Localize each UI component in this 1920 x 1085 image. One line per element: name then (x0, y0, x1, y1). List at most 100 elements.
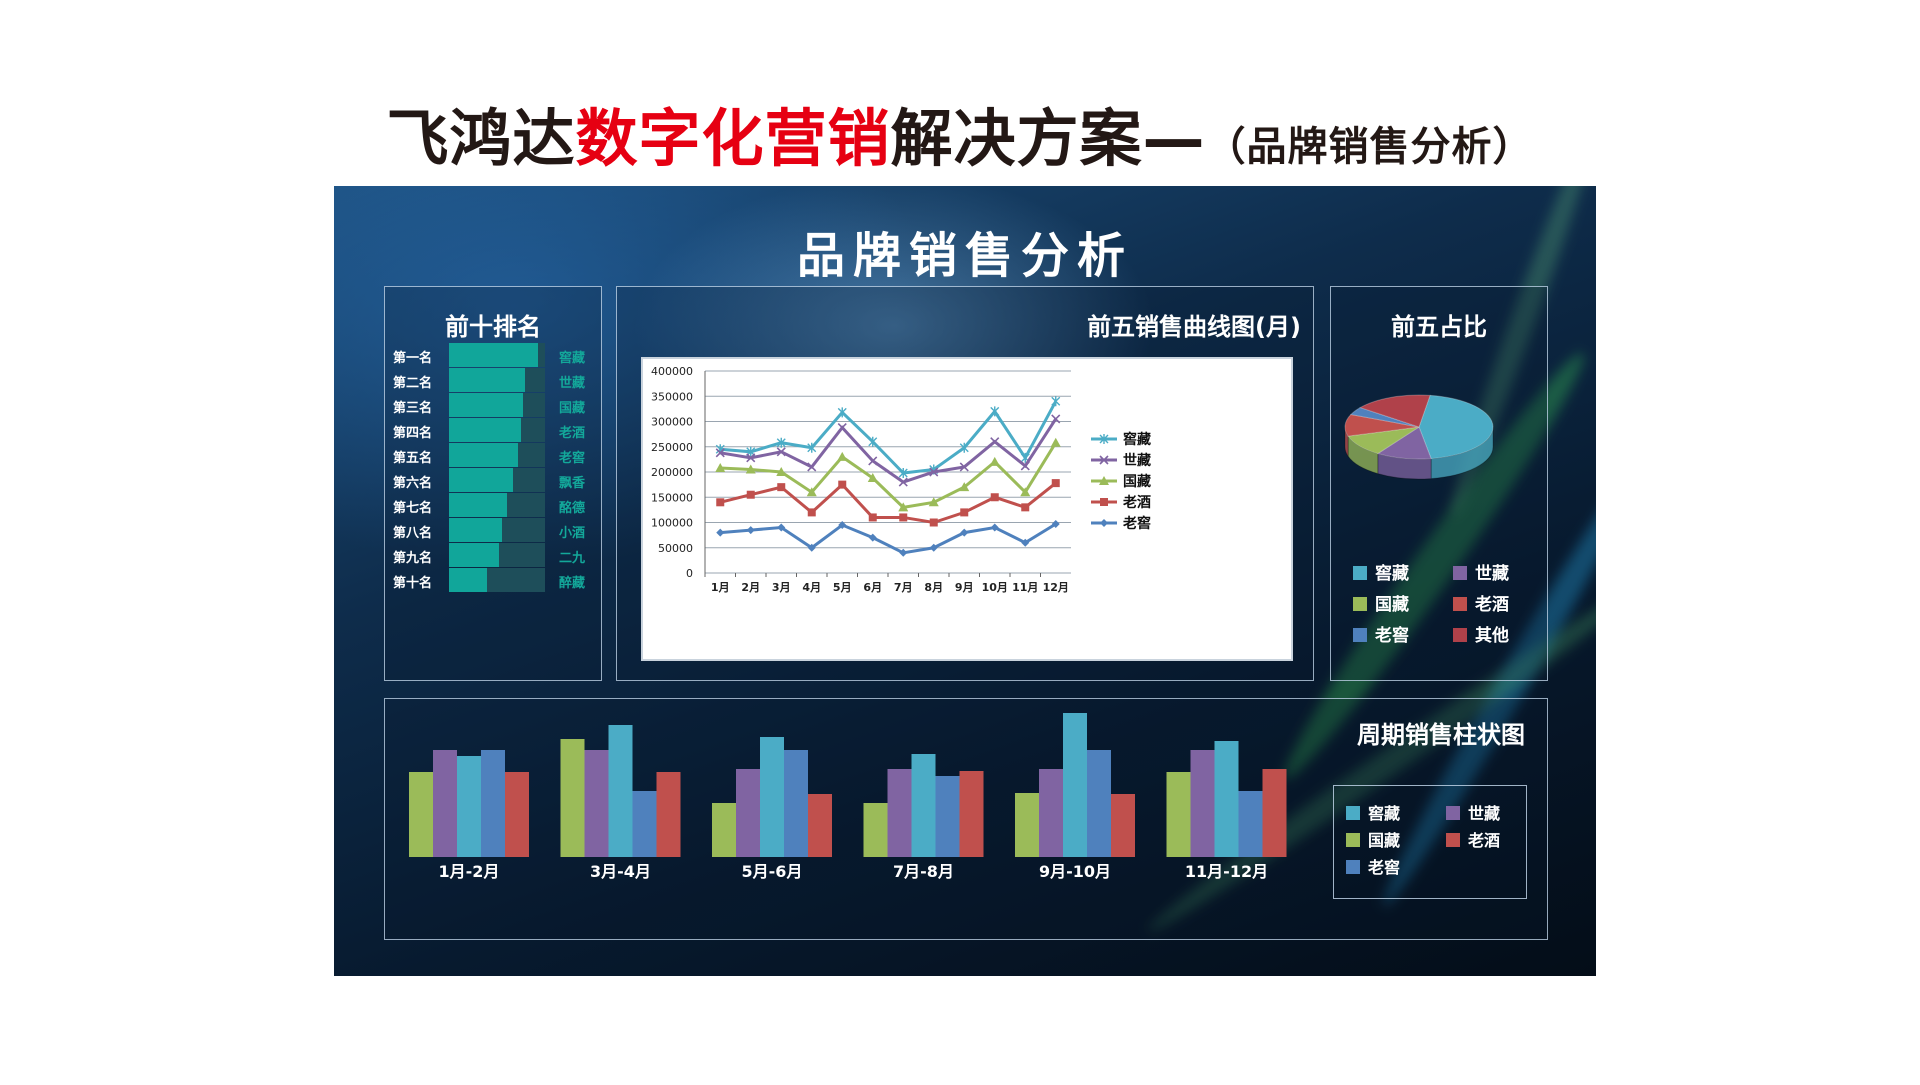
line-point (868, 456, 878, 466)
line-panel-title: 前五销售曲线图(月) (1087, 313, 1301, 341)
bar-group (1166, 741, 1287, 857)
line-point (1051, 396, 1061, 407)
bar-group (560, 725, 681, 857)
rank-name: 窖藏 (559, 351, 586, 366)
rank-label: 第九名 (393, 551, 433, 566)
series-line (719, 481, 1057, 525)
legend-label: 国藏 (1123, 473, 1151, 490)
bar-group (863, 754, 984, 857)
line-point (837, 407, 847, 418)
legend-label: 世藏 (1468, 804, 1501, 823)
legend-label: 窖藏 (1375, 564, 1409, 584)
line-point (1099, 455, 1109, 465)
legend-label: 老酒 (1475, 595, 1509, 615)
dashboard: 品牌销售分析 前十排名 第一名 窖藏 第二名 世藏 第三名 国藏 第四名 老酒 第五名 老窖 第六名… (334, 186, 1596, 976)
line-series (716, 479, 1060, 527)
bar (608, 725, 633, 857)
legend-swatch (1353, 566, 1367, 580)
line-point (1020, 461, 1030, 471)
pie-slice (1418, 394, 1494, 460)
bar-category-label: 3月-4月 (590, 862, 651, 881)
x-tick-label: 10月 (982, 581, 1008, 594)
pie-slice (1349, 407, 1420, 428)
line-point (959, 482, 970, 492)
rank-name: 小酒 (559, 526, 586, 541)
rank-bar (449, 568, 488, 592)
line-point (746, 490, 755, 499)
bar (656, 772, 681, 857)
y-tick-label: 400000 (651, 365, 693, 378)
rank-bar (449, 493, 507, 517)
bar-group (712, 737, 832, 857)
rank-track (449, 568, 545, 592)
bar (1111, 794, 1135, 857)
rank-track (449, 518, 545, 542)
rank-name: 世藏 (559, 376, 586, 391)
rank-row: 第五名 老窖 (385, 443, 605, 467)
pie-legend-item: 老酒 (1453, 590, 1509, 615)
line-point (990, 493, 999, 502)
y-tick-label: 200000 (651, 466, 693, 479)
line-point (1100, 519, 1108, 527)
pie-slice (1358, 394, 1431, 428)
rank-row: 第四名 老酒 (385, 418, 605, 442)
line-series (716, 520, 1060, 557)
rank-name: 老酒 (559, 426, 586, 441)
bar-legend-item: 国藏 (1346, 827, 1400, 851)
line-point (1051, 414, 1061, 424)
bar-legend-item: 老酒 (1446, 827, 1500, 851)
rank-bar (449, 443, 519, 467)
rank-panel-title: 前十排名 (445, 313, 541, 341)
bar (1166, 772, 1191, 857)
line-chart: 0 50000 100000 150000 200000 250000 300000 3500… (651, 365, 1151, 594)
line-point (807, 543, 816, 552)
line-point (898, 502, 909, 512)
rank-name: 酩德 (559, 501, 586, 516)
rank-bar (449, 543, 499, 567)
bar-legend-item: 世藏 (1446, 800, 1500, 824)
bar (1214, 741, 1239, 857)
bar (784, 750, 808, 857)
line-point (1020, 487, 1031, 497)
line-panel: 前五销售曲线图(月) 0 50000 100000 150000 200000 25000… (616, 286, 1314, 681)
bar-legend-item: 窖藏 (1346, 800, 1400, 824)
bar (560, 739, 585, 857)
y-tick-label: 350000 (651, 390, 693, 403)
line-point (745, 464, 756, 474)
x-tick-label: 5月 (833, 581, 852, 594)
line-point (1099, 476, 1109, 485)
rank-name: 国藏 (559, 401, 586, 416)
bar (1262, 769, 1287, 857)
legend-label: 窖藏 (1123, 431, 1151, 448)
x-tick-label: 4月 (802, 581, 821, 594)
x-tick-label: 9月 (955, 581, 974, 594)
line-point (837, 422, 847, 433)
line-point (1100, 498, 1108, 506)
bar (409, 772, 433, 857)
line-point (989, 456, 1000, 466)
rank-bar (449, 393, 523, 417)
line-point (1051, 520, 1060, 529)
line-point (1021, 503, 1030, 512)
x-tick-label: 6月 (863, 581, 882, 594)
rank-row: 第八名 小酒 (385, 518, 605, 542)
bar-group (1015, 713, 1135, 857)
bar (1039, 769, 1063, 857)
rank-bar (449, 518, 502, 542)
title-sub: （品牌销售分析） (1205, 124, 1534, 170)
bar (584, 750, 609, 857)
line-point (898, 477, 908, 487)
rank-name: 二九 (559, 551, 586, 566)
line-point (959, 442, 969, 453)
pie-panel-title: 前五占比 (1391, 313, 1487, 341)
line-point (990, 437, 1000, 447)
legend-label: 老窖 (1368, 858, 1401, 877)
bar (457, 756, 481, 857)
legend-label: 世藏 (1475, 564, 1509, 584)
line-chart-area: 0 50000 100000 150000 200000 250000 300000 3500… (641, 357, 1293, 661)
series-line (720, 441, 1058, 509)
bar (433, 750, 457, 857)
rank-row: 第二名 世藏 (385, 368, 605, 392)
line-point (716, 498, 725, 507)
pie-legend-item: 窖藏 (1353, 559, 1409, 584)
